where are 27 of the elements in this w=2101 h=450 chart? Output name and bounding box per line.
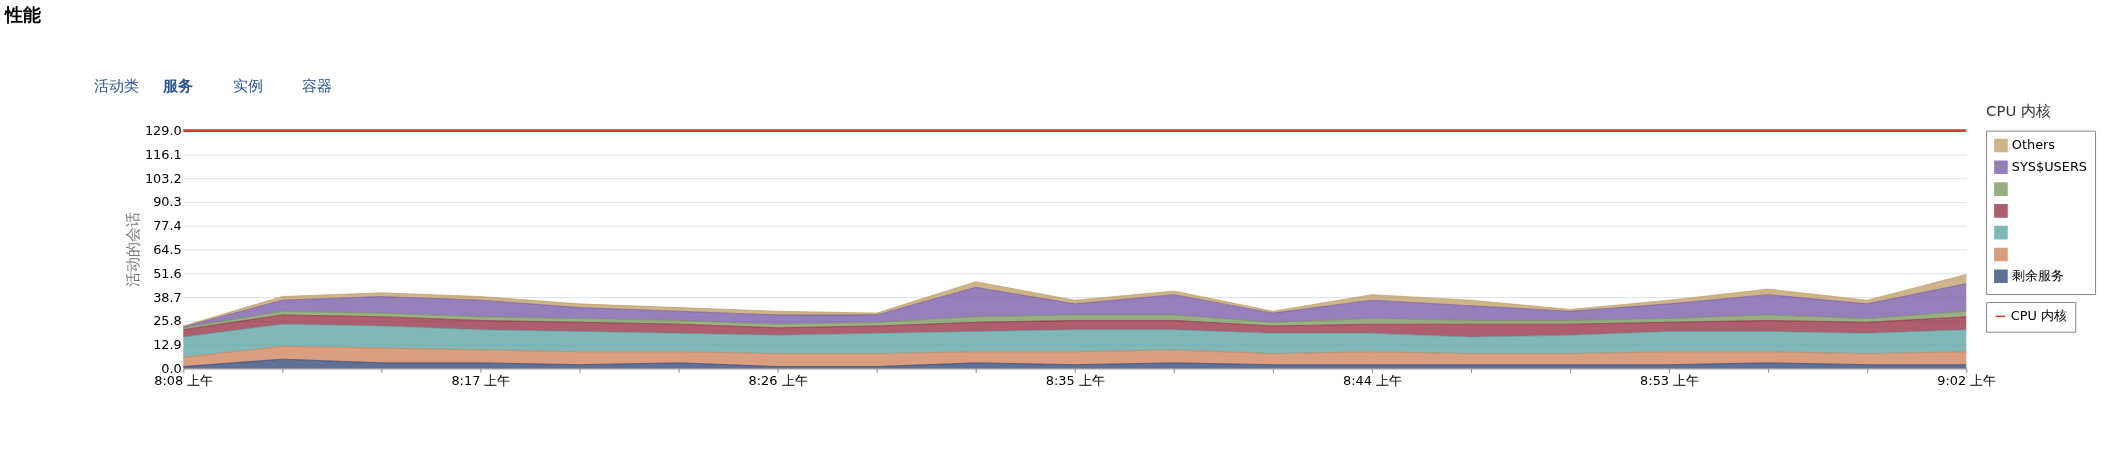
x-tick-label: 8:53 上午 xyxy=(1640,372,1700,388)
text: CPU 内核 xyxy=(1986,101,2051,120)
y-tick-label: 25.8 xyxy=(153,313,182,329)
y-tick-label: 129.0 xyxy=(144,123,182,139)
y-tick-label: 64.5 xyxy=(153,241,182,257)
legend-label: 剩余服务 xyxy=(2011,268,2064,284)
text: 性能 xyxy=(3,3,41,25)
text: 实例 xyxy=(232,77,263,96)
legend-label: SYS$USERS xyxy=(2011,159,2088,175)
y-tick-label: 38.7 xyxy=(153,289,182,305)
x-tick-label: 8:35 上午 xyxy=(1045,372,1105,388)
legend-label: Others xyxy=(2011,137,2056,153)
y-tick-label: 90.3 xyxy=(153,194,182,210)
y-tick-label: 116.1 xyxy=(144,146,182,162)
text: 服务 xyxy=(162,77,194,96)
y-tick-label: 51.6 xyxy=(153,265,182,281)
text: 容器 xyxy=(302,77,333,96)
x-tick-label: 8:44 上午 xyxy=(1342,372,1402,388)
x-tick-label: 8:17 上午 xyxy=(451,372,511,388)
legend-label: CPU 内核 xyxy=(2010,308,2068,324)
y-tick-label: 103.2 xyxy=(144,170,182,186)
y-tick-label: 77.4 xyxy=(153,218,182,234)
text: 活动类 xyxy=(94,77,140,96)
x-tick-label: 8:26 上午 xyxy=(748,372,808,388)
x-tick-label: 9:02 上午 xyxy=(1937,372,1997,388)
y-tick-label: 12.9 xyxy=(153,337,182,353)
y-axis-title: 活动的会话 xyxy=(123,212,142,288)
